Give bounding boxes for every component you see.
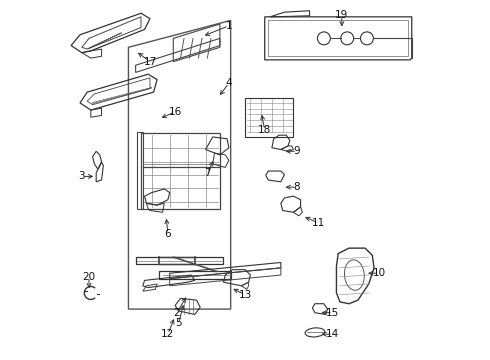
Text: 14: 14 (326, 329, 340, 339)
Text: 18: 18 (258, 125, 271, 135)
Text: 7: 7 (204, 168, 211, 178)
Text: 3: 3 (78, 171, 85, 181)
Text: 16: 16 (169, 107, 182, 117)
Text: 1: 1 (225, 21, 232, 31)
Text: 20: 20 (82, 272, 96, 282)
Text: 9: 9 (294, 146, 300, 156)
Text: 2: 2 (173, 308, 180, 318)
Text: 5: 5 (175, 319, 182, 328)
Text: 8: 8 (294, 182, 300, 192)
Text: 15: 15 (326, 308, 340, 318)
Text: 12: 12 (161, 329, 174, 339)
Text: 19: 19 (335, 10, 348, 20)
Text: 17: 17 (144, 57, 157, 67)
Text: 13: 13 (238, 290, 252, 300)
Text: 6: 6 (165, 229, 171, 239)
Text: 4: 4 (225, 78, 232, 88)
Text: 11: 11 (312, 218, 325, 228)
Text: 10: 10 (373, 268, 386, 278)
